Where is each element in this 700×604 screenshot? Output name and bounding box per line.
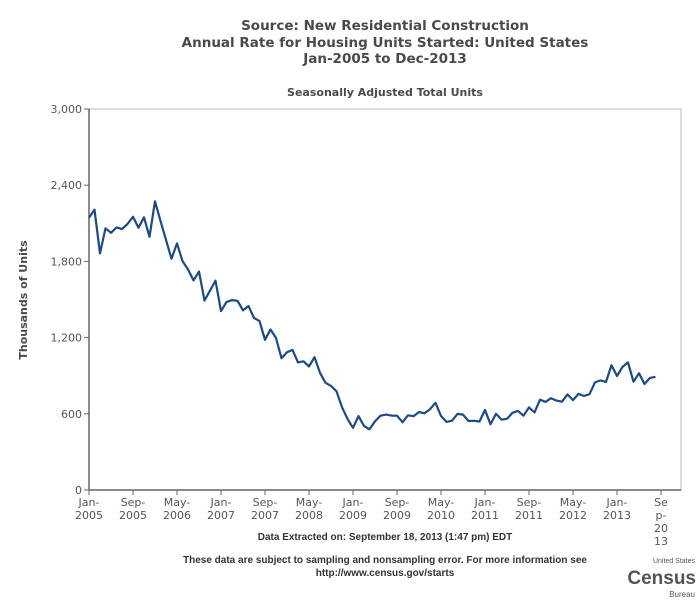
chart-subtitle: Seasonally Adjusted Total Units bbox=[287, 86, 483, 99]
x-tick-label: Se bbox=[654, 496, 668, 509]
x-tick-label: 2013 bbox=[603, 509, 631, 522]
x-tick-label: May- bbox=[296, 496, 323, 509]
x-tick-label: Jan- bbox=[342, 496, 364, 509]
x-tick-label: Jan- bbox=[606, 496, 628, 509]
chart-title-line3: Jan-2005 to Dec-2013 bbox=[302, 51, 467, 67]
plot-area bbox=[88, 108, 682, 491]
footer-note-line1: These data are subject to sampling and n… bbox=[183, 555, 587, 566]
logo-main: Census bbox=[627, 568, 696, 589]
series-line bbox=[88, 200, 656, 431]
chart-title-line2: Annual Rate for Housing Units Started: U… bbox=[182, 35, 589, 51]
y-tick-label: 2,400 bbox=[51, 179, 83, 192]
y-tick-label: 1,800 bbox=[51, 255, 83, 268]
x-tick-label: May- bbox=[560, 496, 587, 509]
x-tick-label: May- bbox=[428, 496, 455, 509]
chart-title-line1: Source: New Residential Construction bbox=[241, 18, 529, 34]
logo-bottom: Bureau bbox=[669, 590, 695, 599]
x-tick-label: Sep- bbox=[121, 496, 146, 509]
x-tick-label: 2011 bbox=[515, 509, 543, 522]
census-logo: United States Census Bureau bbox=[627, 558, 696, 599]
x-tick-label: 2009 bbox=[339, 509, 367, 522]
footer-note-link[interactable]: http://www.census.gov/starts bbox=[316, 568, 455, 579]
x-tick-label: May- bbox=[164, 496, 191, 509]
y-tick-label: 1,200 bbox=[51, 332, 83, 345]
x-tick-label: Sep- bbox=[385, 496, 410, 509]
x-tick-label: Jan- bbox=[210, 496, 232, 509]
x-tick-label: 2009 bbox=[383, 509, 411, 522]
x-tick-label: 2007 bbox=[251, 509, 279, 522]
x-tick-label: 2006 bbox=[163, 509, 191, 522]
x-tick-label: 2012 bbox=[559, 509, 587, 522]
x-tick-label: p- bbox=[656, 509, 667, 522]
x-tick-label: Sep- bbox=[517, 496, 542, 509]
y-tick-label: 600 bbox=[61, 408, 82, 421]
x-tick-label: Jan- bbox=[78, 496, 100, 509]
logo-top: United States bbox=[653, 558, 696, 565]
x-tick-label: 13 bbox=[654, 535, 668, 548]
x-tick-label: 2010 bbox=[427, 509, 455, 522]
x-tick-label: 20 bbox=[654, 522, 668, 535]
y-tick-label: 0 bbox=[75, 484, 82, 497]
x-tick-label: 2007 bbox=[207, 509, 235, 522]
y-tick-label: 3,000 bbox=[51, 103, 83, 116]
x-tick-label: 2011 bbox=[471, 509, 499, 522]
x-tick-label: 2008 bbox=[295, 509, 323, 522]
y-axis-label: Thousands of Units bbox=[17, 240, 30, 360]
x-tick-label: 2005 bbox=[75, 509, 103, 522]
x-tick-label: Sep- bbox=[253, 496, 278, 509]
x-tick-label: Jan- bbox=[474, 496, 496, 509]
x-axis-label: Data Extracted on: September 18, 2013 (1… bbox=[258, 532, 513, 543]
x-tick-label: 2005 bbox=[119, 509, 147, 522]
